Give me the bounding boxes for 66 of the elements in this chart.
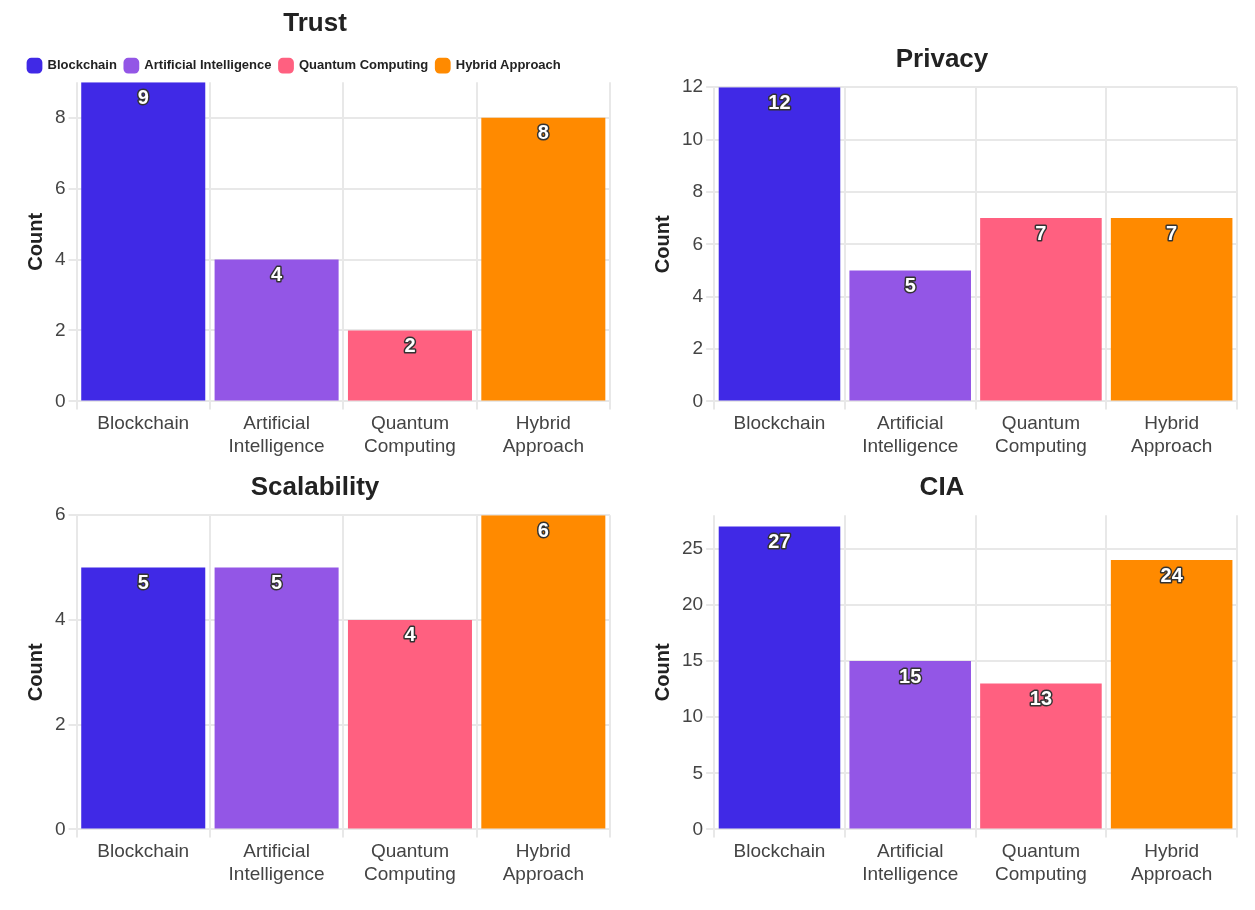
y-tick-label: 8 <box>54 105 66 127</box>
x-tick-label: Hybrid Approach <box>502 412 584 456</box>
data-label: 27 <box>768 529 791 552</box>
x-tick-label: Quantum Computing <box>364 412 456 456</box>
y-tick-label: 4 <box>692 284 704 306</box>
y-tick-label: 10 <box>681 705 704 727</box>
data-label: 2 <box>404 333 416 356</box>
x-tick-label: Quantum Computing <box>994 412 1087 456</box>
data-label: 13 <box>1029 687 1053 710</box>
y-tick-label: 0 <box>692 817 704 839</box>
y-tick-label: 0 <box>692 389 704 411</box>
x-tick-label: Hybrid Approach <box>1130 840 1213 884</box>
chart-title: CIA <box>919 470 965 501</box>
x-tick-label: Artificial Intelligence <box>862 412 959 456</box>
y-tick-label: 2 <box>54 318 66 340</box>
y-axis-title: Count <box>23 212 46 271</box>
x-tick-label: Quantum Computing <box>994 840 1087 884</box>
y-tick-label: 20 <box>681 593 704 615</box>
data-label: 5 <box>137 571 149 594</box>
y-tick-label: 4 <box>54 608 66 630</box>
y-axis-title: Count <box>650 215 673 274</box>
y-tick-label: 5 <box>692 761 704 783</box>
data-label: 9 <box>137 85 149 108</box>
x-tick-label: Artificial Intelligence <box>862 840 959 884</box>
x-tick-label: Blockchain <box>733 412 826 434</box>
data-label: 12 <box>768 90 791 113</box>
data-label: 5 <box>904 274 916 296</box>
y-tick-label: 6 <box>692 232 704 254</box>
data-label: 4 <box>271 263 284 286</box>
data-label: 24 <box>1160 563 1184 586</box>
data-label: 7 <box>1166 221 1178 244</box>
x-tick-label: Artificial Intelligence <box>228 412 325 456</box>
y-tick-label: 25 <box>681 537 704 559</box>
x-tick-label: Blockchain <box>97 840 190 862</box>
data-label: 6 <box>537 518 549 541</box>
y-axis-title: Count <box>650 643 673 702</box>
data-label: 7 <box>1035 221 1047 244</box>
y-tick-label: 12 <box>681 75 704 97</box>
y-axis-title: Count <box>23 643 46 702</box>
legend-label: Quantum Computing <box>299 57 429 73</box>
y-tick-label: 10 <box>681 127 704 149</box>
chart-title: Privacy <box>895 42 989 73</box>
chart-title: Scalability <box>250 470 380 501</box>
y-tick-label: 0 <box>54 389 66 411</box>
y-tick-label: 2 <box>54 712 66 734</box>
chart-title: Trust <box>283 6 348 37</box>
y-tick-label: 6 <box>54 503 66 525</box>
data-label: 4 <box>404 623 417 646</box>
data-label: 8 <box>537 121 549 144</box>
y-tick-label: 0 <box>54 817 66 839</box>
legend-label: Blockchain <box>47 57 117 73</box>
x-tick-label: Artificial Intelligence <box>228 840 325 884</box>
y-tick-label: 2 <box>692 337 704 359</box>
x-tick-label: Hybrid Approach <box>1130 412 1213 456</box>
x-tick-label: Quantum Computing <box>364 840 456 884</box>
legend-label: Hybrid Approach <box>455 57 561 73</box>
y-tick-label: 8 <box>692 180 704 202</box>
x-tick-label: Hybrid Approach <box>502 840 584 884</box>
y-tick-label: 15 <box>681 649 704 671</box>
x-tick-label: Blockchain <box>97 412 190 434</box>
data-label: 15 <box>899 664 922 687</box>
y-tick-label: 6 <box>54 176 66 198</box>
legend-label: Artificial Intelligence <box>144 57 272 73</box>
data-label: 5 <box>271 571 283 594</box>
y-tick-label: 4 <box>54 247 66 269</box>
x-tick-label: Blockchain <box>733 840 826 862</box>
